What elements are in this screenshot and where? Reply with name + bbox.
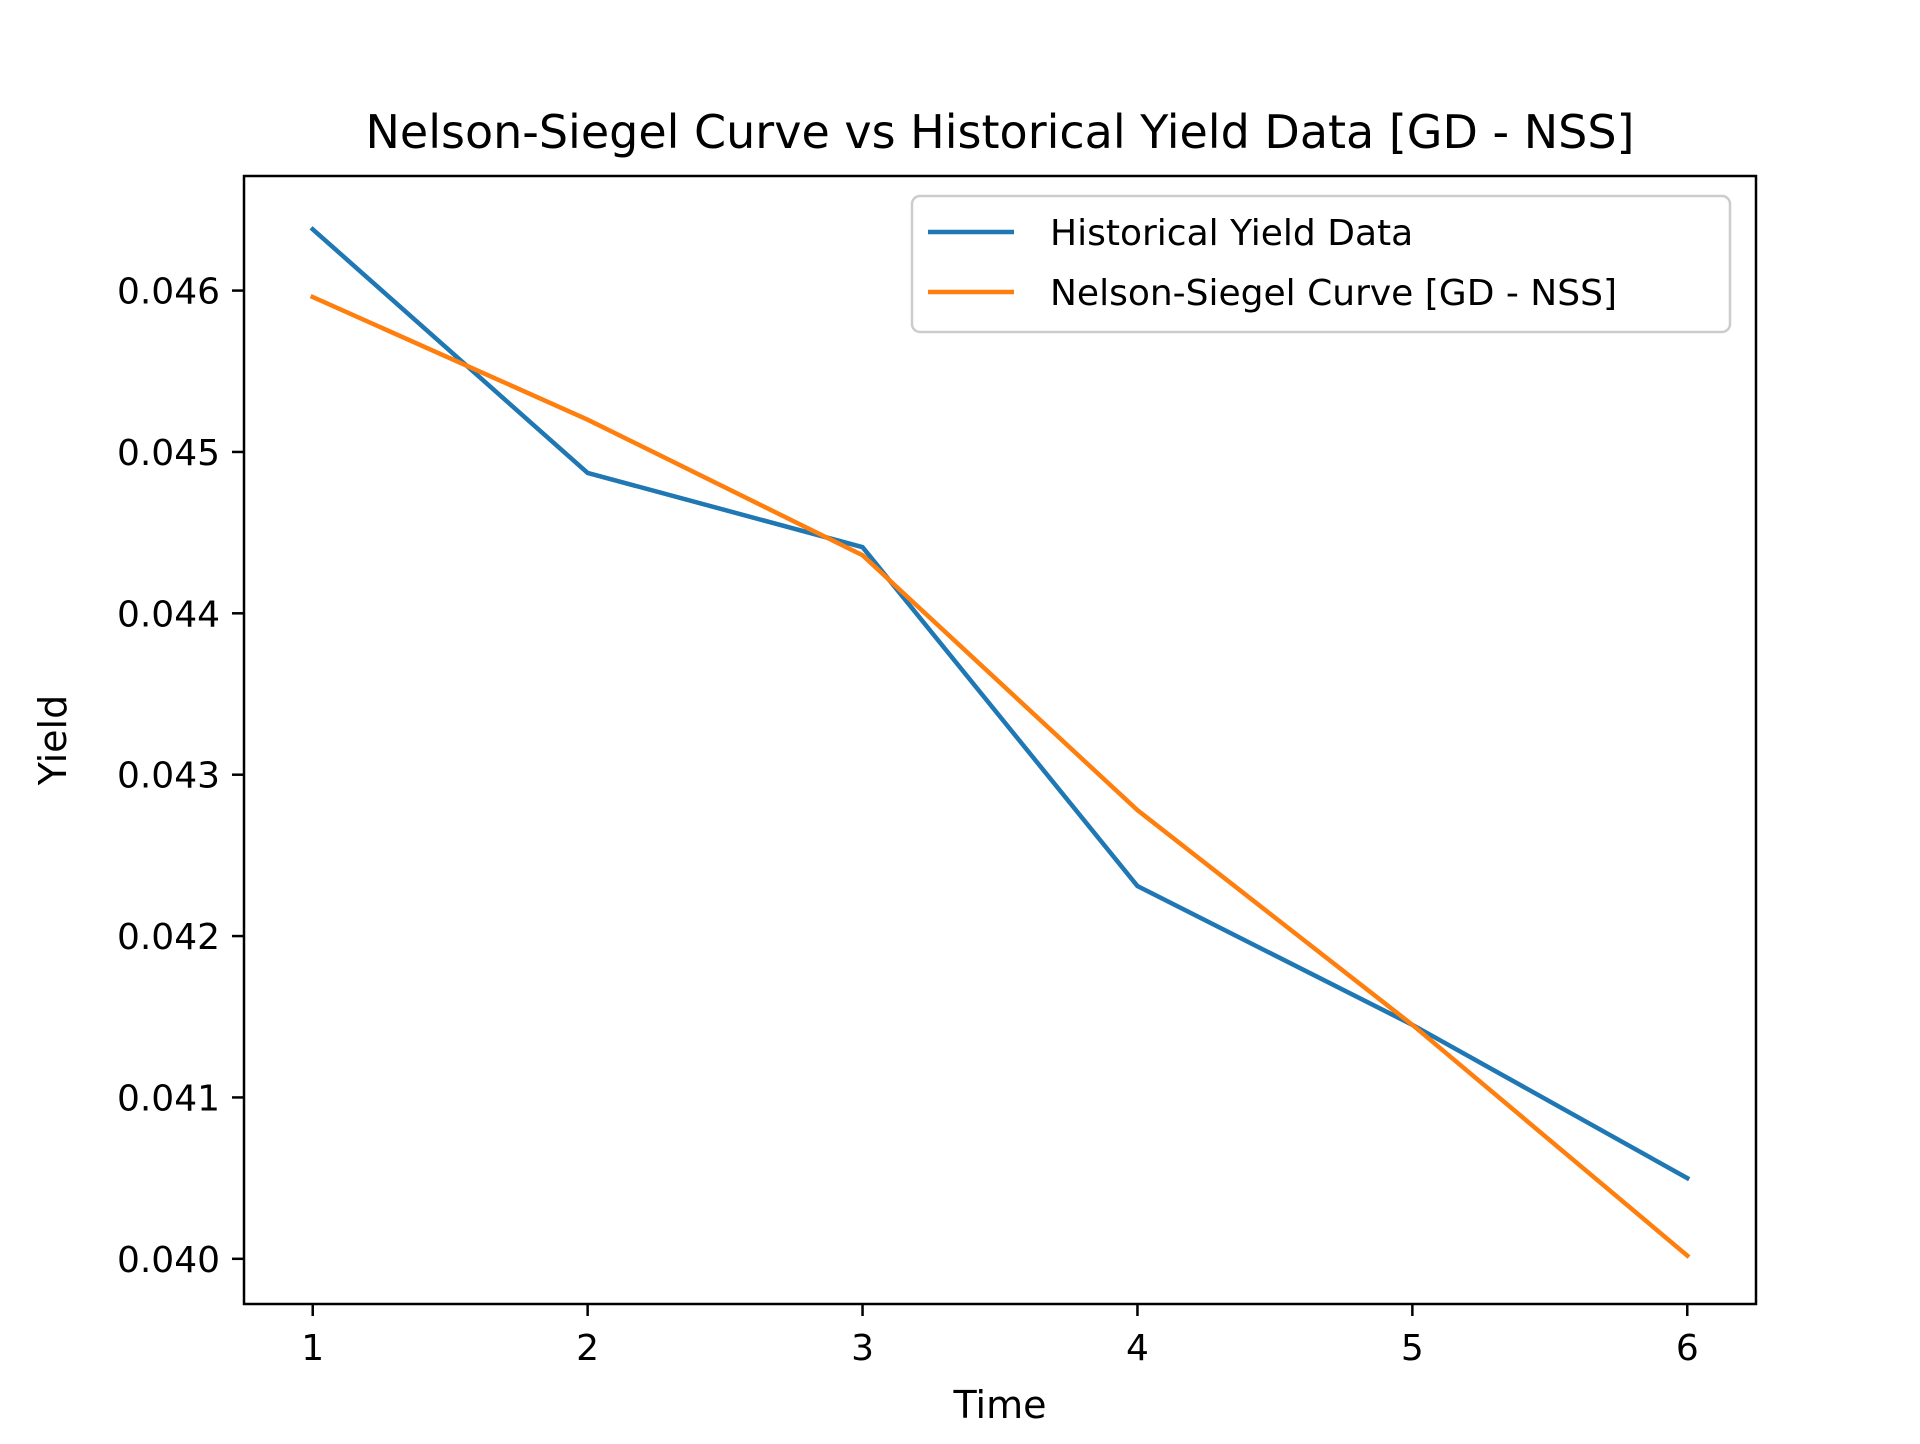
- series-line-1: [309, 226, 1691, 1182]
- x-tick-label: 1: [301, 1328, 324, 1369]
- x-axis-label: Time: [953, 1383, 1047, 1427]
- x-tick-label: 4: [1126, 1328, 1149, 1369]
- series-line-2: [309, 294, 1691, 1259]
- y-tick-label: 0.045: [117, 433, 220, 474]
- y-tick-label: 0.042: [117, 917, 220, 958]
- legend: Historical Yield Data Nelson-Siegel Curve…: [910, 194, 1732, 334]
- legend-frame: [910, 194, 1732, 334]
- legend-label-2: Nelson-Siegel Curve [GD - NSS]: [1050, 273, 1617, 314]
- axes-frame: [242, 174, 1758, 1306]
- y-axis-label: Yield: [31, 695, 75, 786]
- x-tick-label: 3: [851, 1328, 874, 1369]
- y-tick-label: 0.041: [117, 1078, 220, 1119]
- legend-label-1: Historical Yield Data: [1050, 213, 1413, 254]
- plot-area: 1 2 3 4 5 6 0.040 0.041 0.042 0.043 0.044 0.045 0.04…: [117, 174, 1758, 1369]
- y-tick-label: 0.044: [117, 594, 220, 635]
- x-tick-label: 2: [576, 1328, 599, 1369]
- chart-title: Nelson-Siegel Curve vs Historical Yield …: [366, 105, 1635, 159]
- x-tick-label: 5: [1401, 1328, 1424, 1369]
- y-tick-label: 0.046: [117, 272, 220, 313]
- y-tick-label: 0.040: [117, 1240, 220, 1281]
- y-tick-label: 0.043: [117, 756, 220, 797]
- x-tick-label: 6: [1676, 1328, 1699, 1369]
